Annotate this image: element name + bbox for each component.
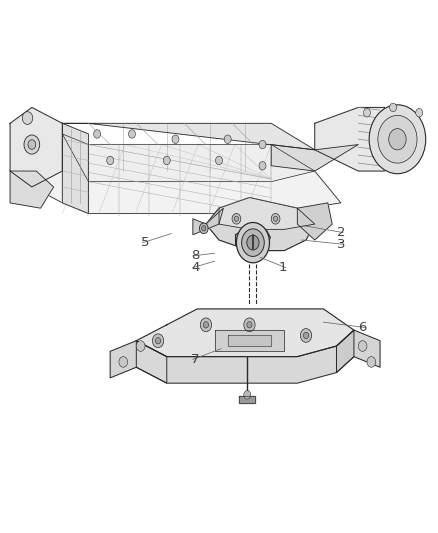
Circle shape	[107, 156, 114, 165]
Text: 1: 1	[279, 261, 288, 274]
Circle shape	[234, 216, 239, 221]
Polygon shape	[240, 397, 255, 403]
Circle shape	[273, 216, 278, 221]
Circle shape	[119, 357, 127, 367]
Circle shape	[163, 156, 170, 165]
Polygon shape	[315, 108, 415, 171]
Circle shape	[271, 214, 280, 224]
Circle shape	[94, 130, 101, 138]
Circle shape	[201, 225, 206, 231]
Circle shape	[224, 135, 231, 143]
Circle shape	[247, 235, 259, 250]
Polygon shape	[23, 134, 341, 214]
Circle shape	[416, 109, 423, 117]
Circle shape	[300, 328, 312, 342]
Circle shape	[24, 135, 40, 154]
Circle shape	[304, 332, 309, 338]
Circle shape	[136, 341, 145, 351]
Text: 6: 6	[358, 321, 367, 334]
Circle shape	[390, 103, 396, 112]
Circle shape	[367, 357, 376, 367]
Circle shape	[244, 391, 251, 399]
Polygon shape	[271, 144, 358, 171]
Polygon shape	[206, 198, 315, 251]
Polygon shape	[336, 330, 380, 373]
Circle shape	[128, 130, 135, 138]
Text: 4: 4	[191, 261, 199, 274]
Polygon shape	[62, 123, 315, 150]
Circle shape	[237, 222, 269, 263]
Circle shape	[358, 341, 367, 351]
Circle shape	[22, 112, 33, 124]
Text: 7: 7	[191, 353, 199, 366]
Polygon shape	[236, 229, 270, 253]
Circle shape	[389, 128, 406, 150]
Polygon shape	[110, 341, 167, 383]
Polygon shape	[219, 198, 315, 229]
Text: 2: 2	[336, 226, 345, 239]
Text: 5: 5	[141, 236, 149, 249]
Circle shape	[259, 140, 266, 149]
Text: 3: 3	[336, 238, 345, 251]
Polygon shape	[136, 341, 336, 383]
Circle shape	[203, 321, 208, 328]
Circle shape	[172, 135, 179, 143]
Text: 8: 8	[191, 249, 199, 262]
Polygon shape	[297, 203, 332, 240]
Circle shape	[199, 223, 208, 233]
Polygon shape	[215, 330, 284, 351]
Circle shape	[200, 318, 212, 332]
Circle shape	[155, 337, 161, 344]
Circle shape	[364, 109, 371, 117]
Circle shape	[242, 229, 264, 256]
Polygon shape	[193, 208, 223, 235]
Circle shape	[369, 105, 426, 174]
Polygon shape	[10, 108, 62, 187]
Polygon shape	[62, 134, 315, 182]
Polygon shape	[62, 123, 88, 214]
Polygon shape	[136, 309, 354, 357]
Polygon shape	[228, 335, 271, 346]
Polygon shape	[336, 330, 354, 373]
Polygon shape	[10, 171, 53, 208]
Circle shape	[247, 321, 252, 328]
Circle shape	[232, 214, 241, 224]
Circle shape	[152, 334, 164, 348]
Circle shape	[244, 318, 255, 332]
Circle shape	[259, 161, 266, 170]
Circle shape	[28, 140, 36, 149]
Circle shape	[378, 115, 417, 163]
Circle shape	[215, 156, 223, 165]
